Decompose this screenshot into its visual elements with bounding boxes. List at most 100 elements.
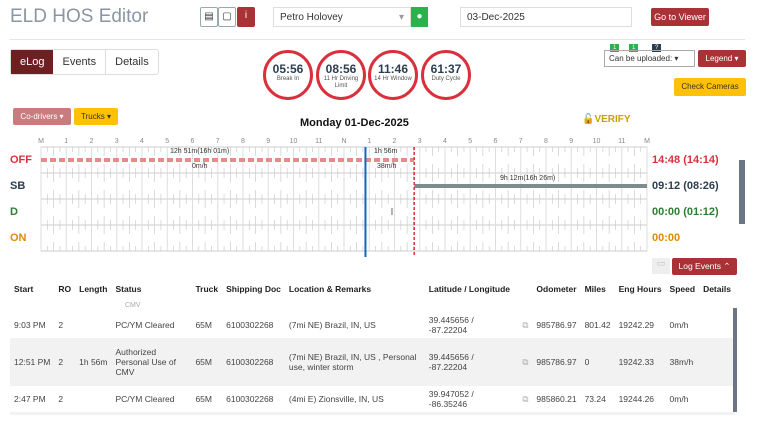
table-cell: PC/YM Cleared: [115, 320, 175, 330]
table-cell: 985860.21: [536, 394, 577, 404]
column-header[interactable]: [518, 280, 532, 298]
copy-icon[interactable]: ⧉: [518, 412, 533, 415]
table-cell: PC/YM Cleared: [115, 394, 175, 404]
table-cell: 39.947052 / -86.35246: [424, 412, 519, 415]
unlock-icon: 🔓: [582, 114, 595, 125]
hour-label: 11: [618, 138, 626, 145]
hour-label: 3: [114, 138, 119, 145]
date-input[interactable]: 03-Dec-2025: [460, 7, 632, 27]
divider: [10, 39, 745, 40]
events-table: Start RO Length Status Truck Shipping Doc Loca…: [10, 280, 735, 415]
table-cell: 9h 12m: [75, 412, 112, 415]
hour-label: 8: [544, 138, 548, 145]
table-cell: 2: [54, 338, 76, 386]
copy-icon[interactable]: ⧉: [518, 338, 533, 386]
tab-elog[interactable]: eLog: [11, 50, 54, 74]
driver-name: Petro Holovey: [280, 12, 343, 23]
log-events-button[interactable]: Log Events ⌃: [672, 258, 737, 275]
column-header[interactable]: Status: [115, 284, 142, 294]
hour-label: 2: [392, 138, 397, 145]
co-drivers-button[interactable]: Co-drivers ▾: [13, 108, 71, 125]
table-cell: 38m/h: [665, 338, 700, 386]
page-scrollbar[interactable]: [739, 160, 745, 224]
column-header[interactable]: Speed: [669, 284, 696, 294]
table-row[interactable]: 2:47 PM29h 12mSleeper Berth65M6100302268…: [10, 412, 735, 415]
user-icon: ●: [416, 11, 423, 22]
table-row[interactable]: 9:03 PM 2 PC/YM Cleared 65M 6100302268 (7mi N…: [10, 312, 735, 338]
driver-select[interactable]: Petro Holovey ▾: [273, 7, 411, 27]
table-cell: 1h 56m: [75, 338, 112, 386]
off-speed-1: 0m/h: [192, 163, 208, 170]
note-icon[interactable]: ▢: [218, 7, 236, 27]
table-row[interactable]: 2:47 PM 2 PC/YM Cleared 65M 6100302268 (4mi E…: [10, 386, 735, 412]
driver-user-button[interactable]: ●: [411, 7, 428, 27]
column-header[interactable]: Odometer: [536, 284, 577, 294]
hour-label: M: [644, 138, 650, 145]
table-cell: 985786.97: [532, 338, 581, 386]
column-header[interactable]: Start: [14, 284, 34, 294]
column-header[interactable]: Length: [79, 284, 108, 294]
table-cell: Sleeper Berth: [111, 412, 192, 415]
trucks-button[interactable]: Trucks ▾: [74, 108, 118, 125]
table-cell: (7mi NE) Brazil, IN, US , Personal use, …: [284, 338, 425, 386]
column-header[interactable]: Shipping Doc: [226, 284, 281, 294]
verify-button[interactable]: 🔓VERIFY: [582, 114, 631, 125]
column-header[interactable]: RO: [58, 284, 72, 294]
column-header[interactable]: Miles: [584, 284, 606, 294]
comment-icon[interactable]: ▭: [652, 258, 670, 274]
table-cell: 0m/h: [669, 320, 689, 330]
table-row[interactable]: 12:51 PM 2 1h 56m Authorized Personal Use o…: [10, 338, 735, 386]
off-speed-2: 38m/h: [377, 163, 397, 170]
caret-down-icon: ▾: [398, 12, 404, 23]
row-total: 09:12 (08:26): [652, 180, 719, 192]
row-label: OFF: [10, 154, 32, 166]
row-total: 00:00 (01:12): [652, 206, 719, 218]
column-header[interactable]: Eng Hours: [618, 284, 662, 294]
table-cell: 39.947052 / -86.35246: [428, 389, 474, 409]
document-icon[interactable]: ▤: [200, 7, 218, 27]
table-cell: 19242.29: [618, 320, 655, 330]
events-table-wrap: Start RO Length Status Truck Shipping Doc Loca…: [10, 280, 735, 415]
copy-icon[interactable]: ⧉: [522, 319, 529, 330]
table-cell: 2:47 PM: [14, 394, 46, 404]
hour-label: 8: [241, 138, 245, 145]
hour-label: 1: [367, 138, 372, 145]
hour-label: 11: [315, 138, 323, 145]
column-header[interactable]: Location & Remarks: [288, 284, 372, 294]
table-cell: 2: [58, 320, 64, 330]
table-cell: 985860.21: [532, 412, 581, 415]
upload-select[interactable]: Can be uploaded: ▾: [604, 50, 695, 67]
check-cameras-button[interactable]: Check Cameras: [674, 78, 746, 96]
legend-button[interactable]: Legend ▾: [698, 50, 746, 67]
tab-details[interactable]: Details: [115, 56, 149, 68]
copy-icon[interactable]: ⧉: [522, 393, 529, 404]
tab-events[interactable]: Events: [53, 50, 107, 74]
table-cell: 801.42: [584, 320, 611, 330]
table-cell: (4mi E) Zionsville, IN, US: [288, 394, 384, 404]
hour-label: 10: [289, 138, 298, 145]
table-cell: [75, 312, 111, 338]
sb-duration: 9h 12m(16h 26m): [500, 175, 556, 182]
badge-trucks: 1: [629, 44, 639, 52]
table-cell: 65M: [195, 320, 212, 330]
table-cell: [699, 312, 735, 338]
table-cell: 6100302268: [226, 394, 274, 404]
go-to-viewer-button[interactable]: Go to Viewer: [651, 8, 709, 26]
column-header[interactable]: Latitude / Longitude: [428, 284, 511, 294]
hour-label: 7: [518, 138, 523, 145]
column-header[interactable]: Details: [703, 284, 731, 294]
off-duration-2: 1h 56m: [374, 148, 398, 155]
help-badge[interactable]: ?: [652, 44, 662, 52]
column-header[interactable]: Truck: [195, 284, 219, 294]
table-cell: 985786.97: [536, 320, 577, 330]
table-cell: (4mi E) Zionsville, IN, US: [284, 412, 425, 415]
hour-label: 9: [266, 138, 271, 145]
info-button[interactable]: i: [237, 7, 255, 27]
table-cell: 65M: [191, 338, 223, 386]
hour-label: N: [341, 138, 347, 145]
table-scrollbar[interactable]: [733, 308, 737, 412]
table-cell: 6100302268: [226, 320, 274, 330]
row-label: D: [10, 206, 18, 218]
table-cell: 19242.33: [614, 338, 666, 386]
app-title: ELD HOS Editor: [10, 6, 149, 27]
